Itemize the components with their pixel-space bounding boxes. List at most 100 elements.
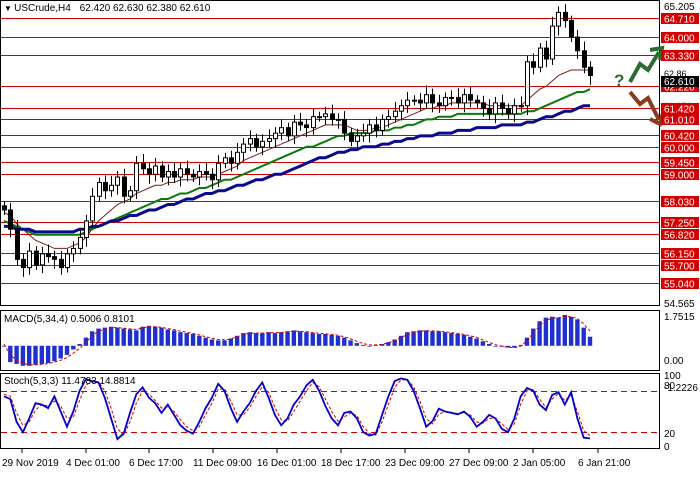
time-label: 27 Dec 09:00 <box>449 458 509 469</box>
macd-bar <box>360 344 366 346</box>
candle <box>531 53 536 75</box>
candle <box>21 253 26 277</box>
level-label-box <box>661 103 699 114</box>
candle <box>204 162 209 181</box>
candle <box>430 88 435 113</box>
price-panel[interactable]: ? ▼ USCrude,H4 62.420 62.630 62.380 62.6… <box>0 0 700 311</box>
macd-bar <box>71 345 76 350</box>
candle <box>84 214 89 247</box>
macd-panel[interactable]: MACD(5,34,4) 0.5006 0.8101 1.7515 0.00 -… <box>0 310 699 395</box>
symbol-label: USCrude,H4 <box>14 3 71 14</box>
candle <box>367 118 372 143</box>
candle <box>103 175 108 199</box>
candle <box>78 228 83 255</box>
arrow-up-head <box>649 45 665 61</box>
candle-body <box>443 96 448 107</box>
candle-body <box>550 25 555 60</box>
time-label: 6 Jan 21:00 <box>578 458 631 469</box>
candle-body <box>468 94 473 101</box>
candle <box>311 108 316 135</box>
macd-bar <box>461 334 467 346</box>
candle <box>65 248 70 273</box>
candle-body <box>418 99 423 104</box>
level-label: 62.220 <box>664 83 695 94</box>
candle <box>59 251 64 275</box>
candle-body <box>153 165 158 175</box>
candle-body <box>122 176 127 197</box>
macd-signal-line <box>3 315 591 366</box>
level-label-box <box>661 142 699 153</box>
time-axis: 29 Nov 2019 4 Dec 01:00 6 Dec 17:00 11 Dec … <box>2 449 631 469</box>
macd-bar <box>474 338 479 346</box>
time-label: 4 Dec 01:00 <box>66 458 120 469</box>
stoch-panel[interactable]: Stoch(5,3,3) 11.4783 14.8814 100 80 20 0 <box>0 371 682 453</box>
price-axis-top: 65.205 <box>664 2 695 13</box>
candle-body <box>52 256 57 260</box>
candle <box>122 168 127 204</box>
candle-body <box>475 99 480 104</box>
macd-bar <box>171 330 177 346</box>
candle-body <box>115 176 120 186</box>
macd-bar <box>77 343 82 346</box>
macd-bar <box>367 345 372 347</box>
level-label-box <box>661 50 699 61</box>
macd-bar <box>241 333 246 346</box>
macd-bar <box>184 333 189 346</box>
candle <box>342 111 347 141</box>
macd-bar <box>52 345 57 362</box>
macd-bar <box>354 343 360 346</box>
macd-bar <box>266 332 271 346</box>
macd-bar <box>323 333 328 346</box>
macd-bar <box>153 326 158 346</box>
candle <box>15 219 20 266</box>
candle-body <box>273 132 278 140</box>
macd-bar <box>102 327 108 346</box>
macd-bar <box>316 333 322 346</box>
ma-line <box>4 104 590 234</box>
arrow-down-icon <box>628 90 661 121</box>
level-label-box <box>661 114 699 125</box>
level-label-box <box>661 13 699 24</box>
candle <box>582 41 587 74</box>
candle <box>52 250 57 269</box>
candle <box>336 113 341 129</box>
macd-bar <box>335 335 341 346</box>
stoch-tick-100: 100 <box>664 371 681 382</box>
candle <box>216 155 221 187</box>
macd-signal <box>3 315 591 366</box>
candle <box>525 55 530 116</box>
macd-bar <box>291 330 297 346</box>
time-label: 23 Dec 09:00 <box>385 458 445 469</box>
macd-bar <box>405 332 410 346</box>
candle-body <box>90 195 95 222</box>
candle <box>317 111 322 122</box>
candle-body <box>8 209 13 230</box>
candle-body <box>286 127 291 137</box>
stoch-tick-80: 80 <box>664 381 676 392</box>
candle <box>500 94 505 116</box>
level-label-box <box>661 32 699 43</box>
macd-bar <box>64 345 70 355</box>
candle-body <box>15 228 20 260</box>
candle-body <box>160 165 165 178</box>
candle-body <box>248 138 253 145</box>
macd-tick-top: 1.7515 <box>664 312 695 323</box>
macd-bar <box>58 345 63 359</box>
candle-body <box>393 110 398 118</box>
candle-body <box>575 36 580 52</box>
level-label: 64.710 <box>664 15 695 26</box>
macd-bar <box>537 321 542 346</box>
candle <box>273 127 278 148</box>
candle <box>493 96 498 124</box>
candle-body <box>405 99 410 107</box>
candle <box>185 160 190 182</box>
candle-body <box>65 253 70 269</box>
candle-body <box>487 107 492 115</box>
candle-body <box>512 105 517 115</box>
macd-bar <box>285 331 290 346</box>
macd-bar <box>411 331 416 346</box>
candle-body <box>386 116 391 120</box>
level-label: 56.820 <box>664 231 695 242</box>
candle-body <box>166 171 171 178</box>
